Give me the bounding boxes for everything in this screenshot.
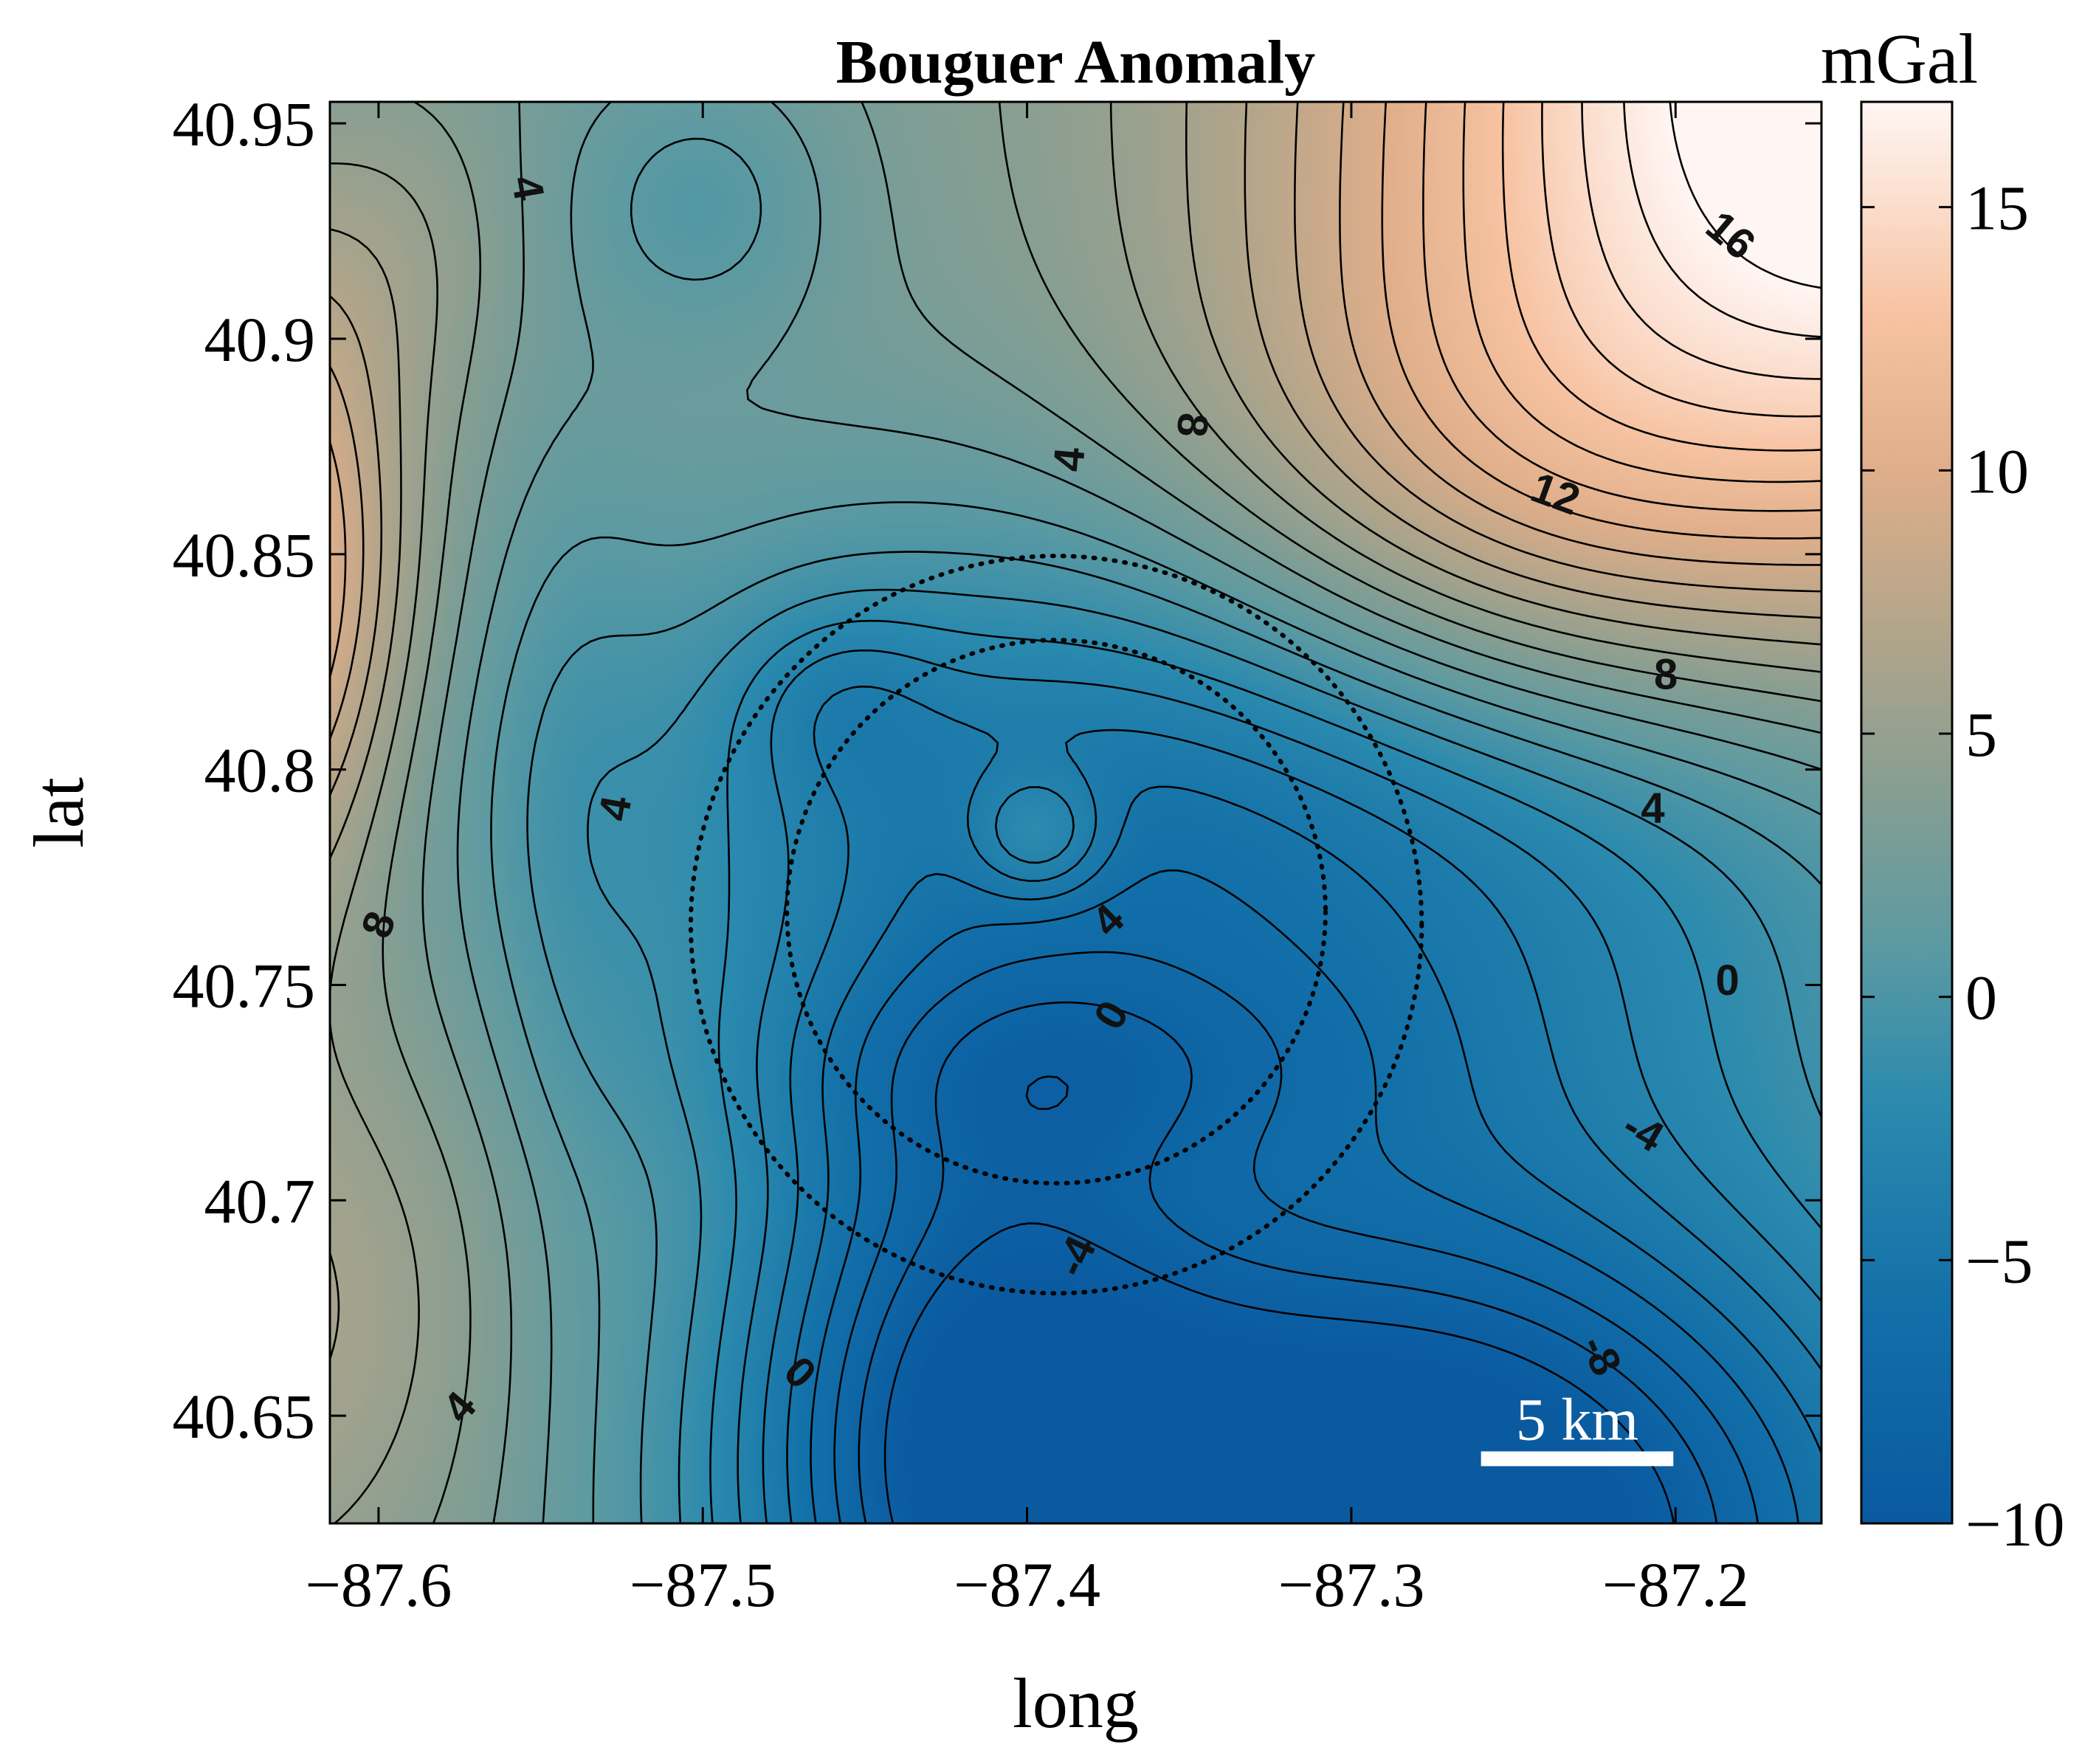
contour-line: [330, 102, 1821, 740]
survey-radius-circle: [688, 554, 1424, 1296]
colorbar: 15 10 5 0 −5 −10 mGal: [1821, 19, 2065, 1560]
y-tick-label: 40.8: [204, 735, 316, 806]
contour-line: [382, 102, 1821, 1523]
contour-line: [526, 551, 1821, 1523]
colorbar-tick-label: 5: [1965, 699, 1997, 770]
contour-label: 8: [1654, 651, 1678, 699]
contour-line: [833, 951, 1759, 1523]
x-tick-label: −87.5: [630, 1549, 776, 1620]
x-axis-label: long: [1013, 1664, 1139, 1743]
colorbar-gradient: [1860, 100, 1954, 1525]
colorbar-tick-label: 15: [1965, 173, 2029, 244]
contour-line: [1422, 102, 1821, 512]
y-tick-label: 40.85: [173, 520, 316, 590]
contour-line: [762, 685, 1821, 1523]
contour-line: [1669, 102, 1821, 289]
contour-label: 4: [1641, 785, 1664, 833]
contour-line: [1581, 102, 1821, 380]
x-tick-label: −87.2: [1602, 1549, 1749, 1620]
contour-line: [587, 588, 1821, 1523]
contour-line: [1541, 102, 1821, 418]
plot-frame: [328, 100, 1823, 1525]
scale-bar-label: 5 km: [1516, 1385, 1638, 1453]
colorbar-tick-label: −5: [1965, 1225, 2033, 1296]
colorbar-tick-label: 10: [1965, 435, 2029, 506]
y-axis-label: lat: [19, 777, 98, 848]
contour-line: [1381, 102, 1821, 540]
contour-line: [490, 137, 1821, 1523]
contour-label: 4: [1044, 446, 1095, 474]
contour-line: [858, 1001, 1718, 1523]
contour-line: [330, 102, 1821, 678]
contour-line: [456, 102, 1821, 1523]
anomaly-heatmap: [330, 102, 1821, 1523]
y-axis-ticks: 40.95 40.9 40.85 40.8 40.75 40.7 40.65: [173, 89, 1821, 1452]
contour-lines: [330, 102, 1821, 1523]
x-tick-label: −87.6: [305, 1549, 452, 1620]
contour-line: [1501, 102, 1821, 452]
colorbar-tick-label: 0: [1965, 962, 1997, 1033]
contour-line: [737, 649, 1821, 1523]
colorbar-ticks: 15 10 5 0 −5 −10: [1861, 173, 2065, 1560]
scale-bar: 5 km: [1481, 1385, 1674, 1467]
contour-label: 8: [1168, 411, 1218, 439]
chart-title: Bouguer Anomaly: [836, 28, 1316, 97]
contour-line: [1462, 102, 1821, 483]
y-tick-label: 40.75: [173, 950, 316, 1021]
y-tick-label: 40.7: [204, 1165, 316, 1236]
y-tick-label: 40.9: [204, 304, 316, 375]
contour-line: [786, 785, 1821, 1523]
survey-radius-circle: [785, 638, 1328, 1186]
x-tick-label: −87.3: [1278, 1549, 1424, 1620]
x-axis-ticks: −87.6 −87.5 −87.4 −87.3 −87.2: [305, 102, 1749, 1620]
scale-bar-line: [1481, 1451, 1674, 1467]
contour-label: 0: [1715, 957, 1739, 1005]
survey-circles: [688, 554, 1424, 1296]
colorbar-tick-label: −10: [1965, 1489, 2065, 1560]
x-tick-label: −87.4: [954, 1549, 1100, 1620]
colorbar-unit-label: mGal: [1821, 19, 1978, 98]
contour-line: [810, 869, 1799, 1523]
y-tick-label: 40.95: [173, 89, 316, 159]
contour-line: [330, 102, 1821, 1360]
contour-line: [421, 102, 1821, 1523]
y-tick-label: 40.65: [173, 1381, 316, 1452]
contour-line: [1623, 102, 1821, 338]
